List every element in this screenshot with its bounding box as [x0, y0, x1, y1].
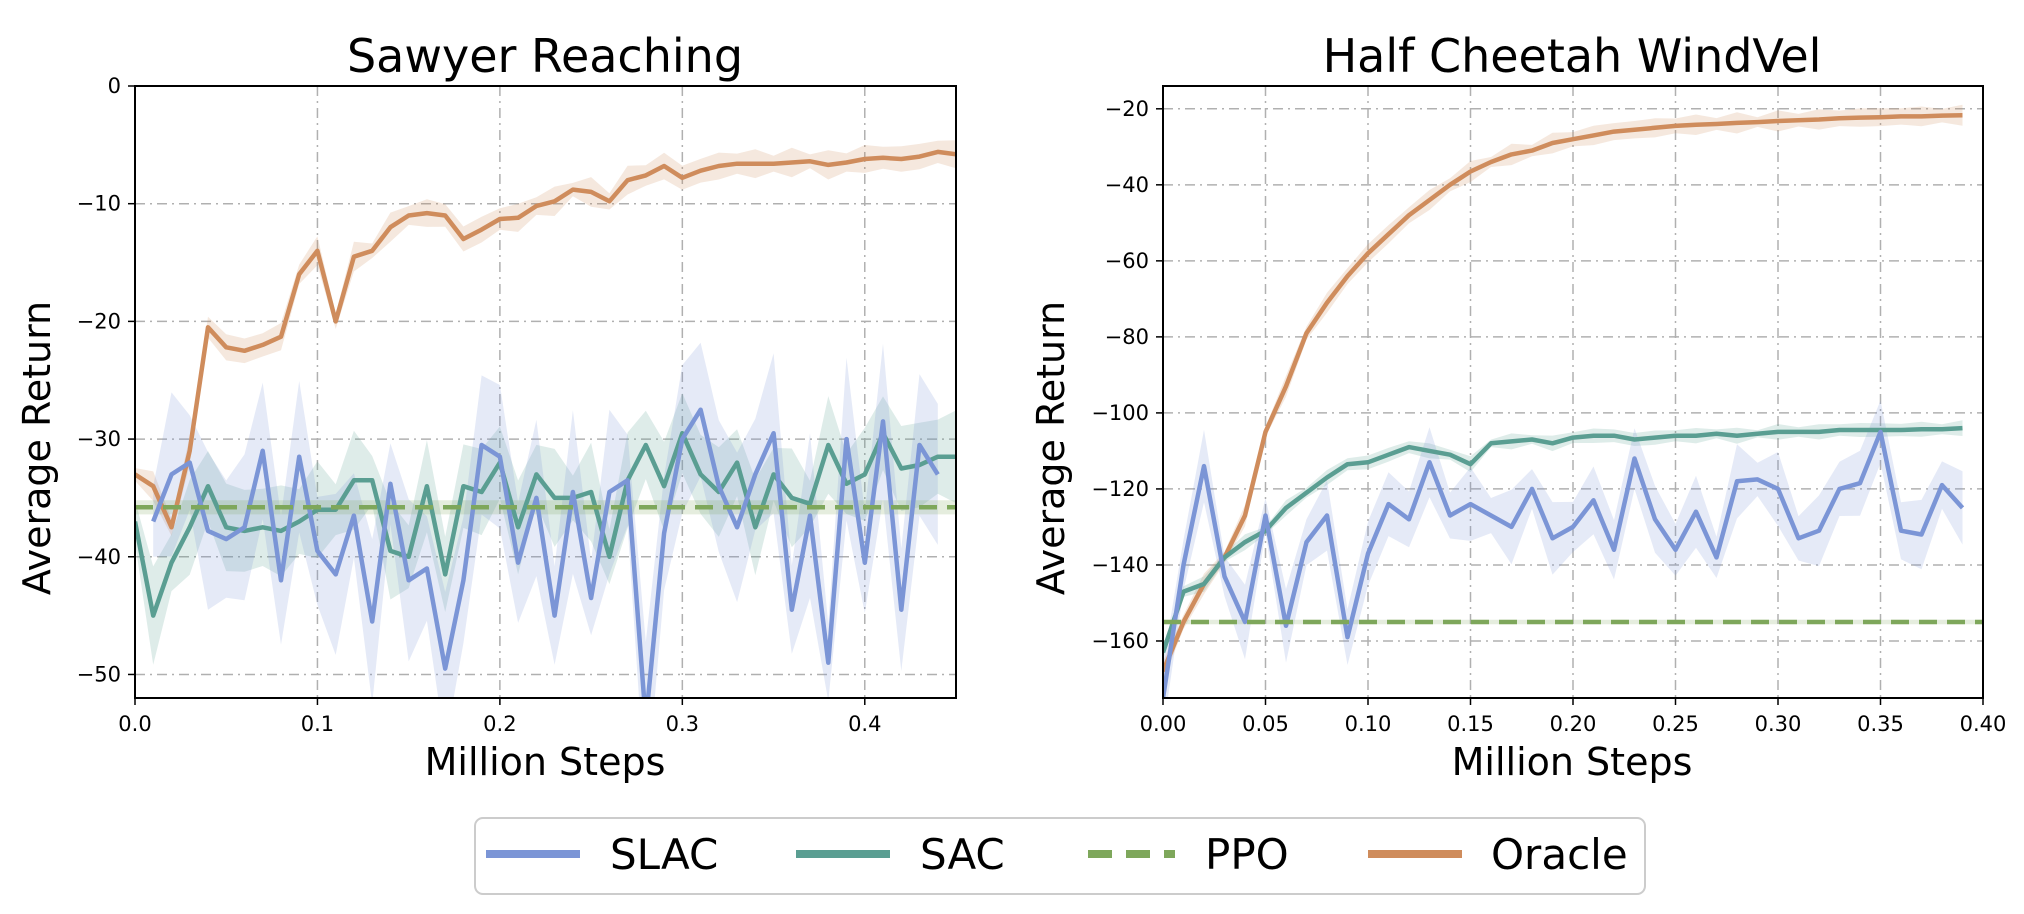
legend-box	[474, 817, 1646, 895]
y-tick-label: −160	[1091, 629, 1149, 653]
chart-title: Sawyer Reaching	[347, 29, 743, 83]
y-tick-label: −30	[77, 427, 121, 451]
tick-labels: 0.00 0.05 0.10 0.15 0.20 0.25 0.30 0.35 0.40 −20 −…	[1091, 97, 2006, 736]
y-tick-label: −40	[77, 545, 121, 569]
series-lines	[135, 149, 956, 698]
y-tick-label: 0	[108, 74, 121, 98]
grid	[135, 85, 956, 698]
series-line-sac	[1163, 425, 1963, 654]
x-axis-label: Million Steps	[425, 740, 666, 784]
legend-label-ppo: PPO	[1205, 830, 1289, 879]
y-tick-label: −20	[1105, 97, 1149, 121]
x-tick-label: 0.0	[118, 712, 151, 736]
grid	[1163, 86, 1984, 698]
series-line-oracle	[1163, 113, 1963, 673]
x-tick-label: 0.15	[1447, 712, 1494, 736]
x-tick-label: 0.25	[1652, 712, 1699, 736]
y-tick-label: −120	[1091, 477, 1149, 501]
x-tick-label: 0.00	[1140, 712, 1187, 736]
y-axis-label: Average Return	[1029, 301, 1073, 595]
series-lines	[1163, 113, 1983, 698]
legend-label-oracle: Oracle	[1491, 830, 1628, 879]
series-line-slac	[151, 407, 940, 698]
x-tick-label: 0.10	[1345, 712, 1392, 736]
x-tick-label: 0.35	[1857, 712, 1904, 736]
legend-entry-oracle: Oracle	[1368, 830, 1628, 879]
y-tick-label: −100	[1091, 401, 1149, 425]
series-line-oracle	[135, 149, 956, 530]
x-tick-label: 0.1	[301, 712, 334, 736]
band-slac	[153, 342, 938, 698]
y-axis-label: Average Return	[15, 301, 59, 595]
chart-sawyer-reaching: Sawyer Reaching Million Steps Average Re…	[15, 29, 957, 784]
tick-labels: 0.0 0.1 0.2 0.3 0.4 0 −10 −20 −30 −40 −50	[77, 74, 882, 736]
y-tick-label: −40	[1105, 173, 1149, 197]
band-sac	[135, 393, 956, 665]
y-tick-label: −60	[1105, 249, 1149, 273]
x-tick-label: 0.30	[1755, 712, 1802, 736]
legend-entry-ppo: PPO	[1088, 830, 1289, 879]
chart-title: Half Cheetah WindVel	[1323, 29, 1822, 83]
series-line-slac	[1163, 429, 1965, 698]
y-tick-label: −20	[77, 309, 121, 333]
plot-frame	[134, 85, 957, 699]
x-tick-label: 0.3	[666, 712, 699, 736]
x-tick-label: 0.2	[483, 712, 516, 736]
x-tick-label: 0.05	[1242, 712, 1289, 736]
legend-label-sac: SAC	[920, 830, 1005, 879]
x-axis-label: Million Steps	[1452, 740, 1693, 784]
y-tick-label: −10	[77, 192, 121, 216]
x-tick-label: 0.4	[848, 712, 881, 736]
y-tick-label: −140	[1091, 553, 1149, 577]
legend-label-slac: SLAC	[610, 830, 718, 879]
y-tick-label: −80	[1105, 325, 1149, 349]
x-tick-label: 0.40	[1960, 712, 2007, 736]
legend-entry-sac: SAC	[796, 830, 1005, 879]
chart-half-cheetah-windvel: Half Cheetah WindVel Million Steps Avera…	[1029, 29, 2006, 784]
y-tick-label: −50	[77, 662, 121, 686]
legend: SLAC SAC PPO Oracle	[474, 817, 1646, 895]
x-tick-label: 0.20	[1550, 712, 1597, 736]
band-slac	[1163, 400, 1963, 698]
legend-entry-slac: SLAC	[486, 830, 718, 879]
